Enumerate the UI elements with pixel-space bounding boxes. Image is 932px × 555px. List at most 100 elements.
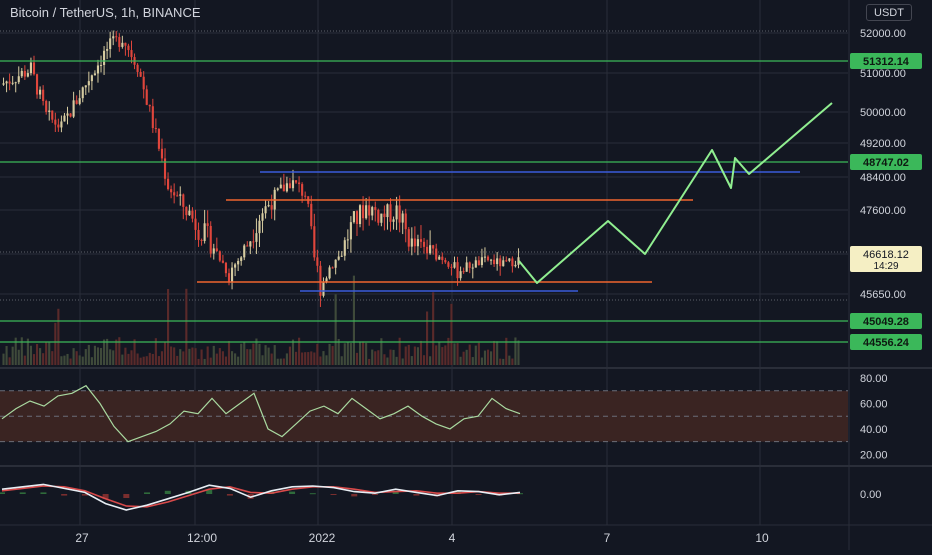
candle-body [331, 267, 334, 269]
volume-bar [234, 353, 237, 365]
candle-body [42, 89, 45, 101]
volume-bar [200, 349, 203, 365]
volume-bar [352, 275, 356, 365]
candle-body [218, 251, 221, 261]
candle-body [322, 281, 325, 296]
candle-body [96, 65, 100, 74]
volume-bar [26, 338, 29, 365]
volume-bar [276, 358, 279, 365]
volume-bar [124, 347, 127, 365]
macd-histogram-bar [330, 494, 337, 495]
candle-body [136, 64, 139, 72]
volume-bar [96, 347, 100, 365]
volume-bar [230, 351, 234, 365]
volume-bar [419, 340, 423, 365]
macd-histogram-bar [289, 491, 296, 494]
volume-bar [170, 346, 173, 365]
candle-body [237, 260, 240, 265]
volume-bar [136, 353, 139, 365]
volume-bar [349, 343, 352, 365]
currency-button[interactable]: USDT [866, 4, 912, 21]
candle-body [103, 50, 106, 65]
candle-body [166, 178, 170, 190]
rsi-tick-label: 40.00 [860, 424, 888, 436]
candle-body [456, 262, 459, 279]
candle-body [179, 194, 182, 196]
volume-bar [474, 345, 477, 365]
candle-body [246, 245, 249, 247]
candle-body [447, 262, 450, 267]
candle-body [45, 100, 48, 112]
volume-bar [343, 343, 346, 365]
candle-body [270, 205, 273, 210]
candle-body [139, 71, 142, 77]
volume-bar [462, 351, 465, 365]
volume-bar [32, 354, 36, 365]
candle-body [121, 42, 124, 47]
candle-body [346, 239, 349, 241]
price-tick-label: 47600.00 [860, 205, 906, 217]
macd-histogram-bar [309, 493, 316, 495]
volume-bar [380, 338, 383, 365]
candle-body [54, 119, 57, 125]
candle-body [395, 205, 398, 220]
candle-body [435, 248, 438, 260]
volume-bar [99, 348, 103, 365]
candle-body [276, 188, 279, 190]
candle-body [93, 73, 97, 76]
volume-bar [493, 340, 496, 365]
volume-bar [441, 347, 444, 365]
volume-bar [182, 351, 185, 365]
candle-body [20, 70, 23, 77]
candle-body [230, 267, 234, 282]
price-axis: 52000.00 51000.00 50000.00 49200.00 48400.00… [850, 28, 922, 350]
volume-bar [285, 353, 288, 365]
volume-bar [267, 347, 270, 365]
candle-body [99, 64, 103, 66]
volume-bar [112, 350, 115, 365]
volume-bar [432, 292, 435, 365]
volume-bar [429, 356, 432, 365]
volume-bar [66, 353, 69, 365]
candle-body [124, 42, 127, 46]
macd-histogram-bar [144, 492, 151, 494]
volume-bar [298, 337, 301, 365]
candle-body [81, 87, 84, 99]
volume-bar [307, 352, 310, 365]
volume-bar [209, 357, 212, 365]
candle-body [72, 100, 75, 117]
candle-body [374, 207, 377, 210]
candle-body [5, 81, 8, 84]
level-price-badge [850, 154, 922, 170]
candle-body [291, 180, 295, 189]
volume-bar [322, 351, 325, 365]
volume-bar [118, 337, 121, 365]
candle-body [444, 260, 447, 263]
level-price-badge [850, 313, 922, 329]
candle-body [255, 233, 258, 242]
volume-bar [154, 338, 157, 365]
candle-body [215, 248, 218, 252]
volume-bar [39, 348, 42, 365]
volume-bar [237, 356, 240, 365]
candle-body [112, 36, 115, 39]
volume-bar [511, 358, 514, 365]
volume-bar [450, 303, 453, 365]
candle-body [298, 182, 301, 185]
volume-bar [191, 347, 194, 365]
macd-histogram-bar [0, 492, 5, 494]
volume-bar [249, 349, 252, 365]
volume-bar [422, 355, 426, 365]
volume-bar [215, 353, 218, 365]
volume-bar [389, 349, 392, 365]
candle-body [493, 259, 496, 265]
volume-bar [157, 356, 160, 365]
candle-body [282, 184, 285, 192]
volume-bar [377, 350, 380, 365]
candle-body [404, 213, 407, 230]
volume-bar [368, 358, 371, 365]
volume-bar [499, 358, 502, 365]
candle-body [477, 260, 480, 266]
